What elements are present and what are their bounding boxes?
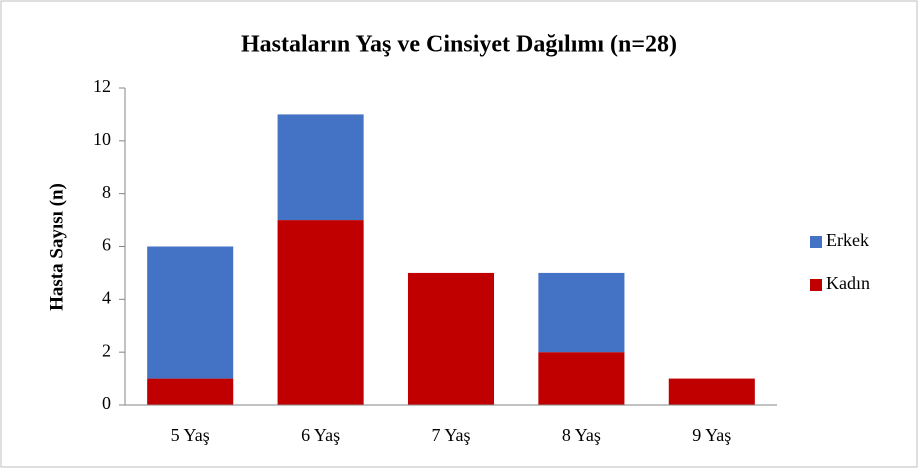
- bar-segment: [277, 114, 364, 221]
- chart-title: Hastaların Yaş ve Cinsiyet Dağılımı (n=2…: [241, 32, 677, 58]
- y-tick-label: 6: [102, 235, 111, 255]
- legend-swatch: [810, 236, 822, 248]
- x-tick-label: 7 Yaş: [431, 425, 470, 445]
- y-tick-label: 8: [102, 182, 111, 202]
- legend-label: Erkek: [826, 230, 869, 250]
- y-tick-label: 2: [102, 340, 111, 360]
- x-tick-label: 9 Yaş: [692, 425, 731, 445]
- x-tick-label: 8 Yaş: [562, 425, 601, 445]
- bar-segment: [538, 272, 625, 353]
- y-tick-label: 4: [102, 287, 111, 307]
- bar-segment: [538, 352, 625, 405]
- y-axis-label: Hasta Sayısı (n): [46, 183, 67, 311]
- legend-label: Kadın: [826, 273, 870, 293]
- bar-segment: [407, 272, 495, 405]
- x-tick-label: 6 Yaş: [301, 425, 340, 445]
- bar-segment: [147, 246, 234, 379]
- x-tick-label: 5 Yaş: [171, 425, 210, 445]
- bar-segment: [147, 378, 234, 405]
- legend-swatch: [810, 279, 822, 291]
- bar-segment: [668, 378, 755, 405]
- y-tick-label: 12: [93, 76, 111, 96]
- bar-segment: [277, 220, 364, 405]
- y-tick-label: 10: [93, 129, 111, 149]
- y-tick-label: 0: [102, 393, 111, 413]
